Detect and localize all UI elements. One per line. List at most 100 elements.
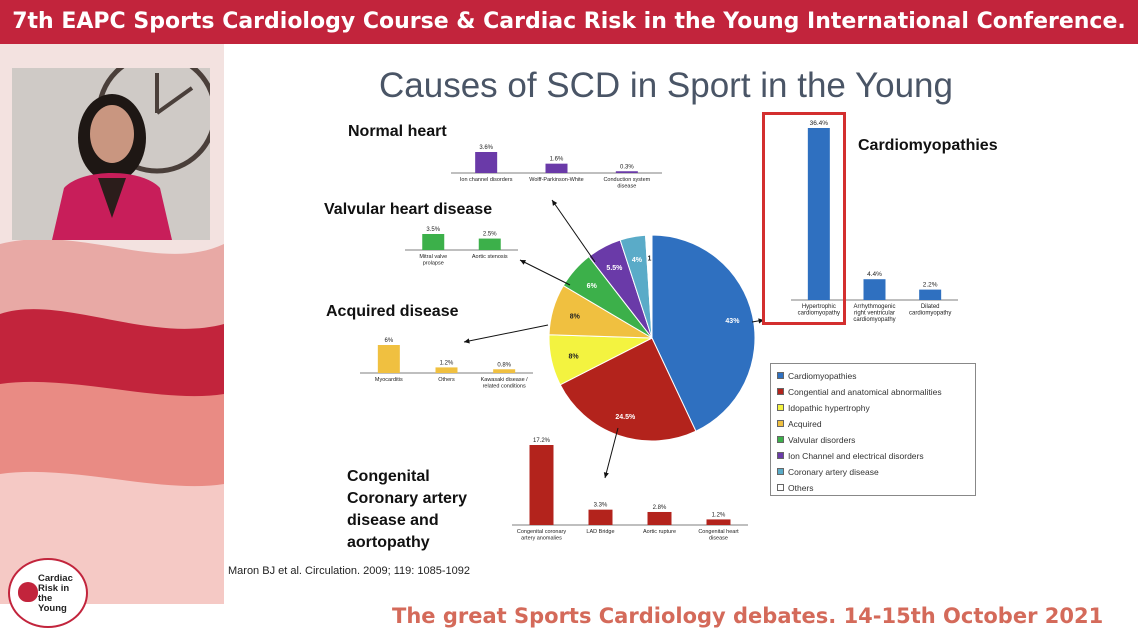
legend-swatch-cardiomyopathies: [777, 372, 784, 380]
pie-slice-congential-and-anatomical-abnormalities: [559, 337, 697, 442]
legend-label-others: Others: [788, 482, 814, 493]
legend-swatch-idopathic-hypertrophy: [777, 404, 784, 412]
pie-legend: Cardiomyopathies Congential and anatomica…: [770, 363, 976, 496]
legend-label-acquired: Acquired: [788, 418, 822, 429]
normal-bar-0: [475, 152, 498, 173]
valvular-bar-0: [422, 234, 445, 250]
legend-label-congential-and-anatomical-abnormalities: Congential and anatomical abnormalities: [788, 386, 942, 397]
legend-item-valvular-disorders: Valvular disorders: [777, 434, 855, 446]
pie-slice-others: [645, 234, 653, 339]
acquired-category-label-2-1: related conditions: [483, 384, 526, 390]
legend-item-ion-channel-and-electrical-disorders: Ion Channel and electrical disorders: [777, 450, 924, 462]
cardiomyopathies-heading: Cardiomyopathies: [858, 137, 998, 154]
legend-label-coronary-artery-disease: Coronary artery disease: [788, 466, 879, 477]
logo-line3: Young: [38, 603, 67, 614]
conference-banner: 7th EAPC Sports Cardiology Course & Card…: [0, 0, 1138, 44]
logo-text: Cardiac Risk in the Young: [38, 574, 86, 614]
acquired-category-label-2-0: Kawasaki disease /: [481, 377, 529, 383]
congenital-value-label-2: 2.8%: [653, 505, 667, 511]
normal-heart-heading: Normal heart: [348, 123, 447, 140]
legend-item-congential-and-anatomical-abnormalities: Congential and anatomical abnormalities: [777, 386, 942, 398]
congenital-category-label-0-1: artery anomalies: [521, 536, 562, 542]
cry-logo: Cardiac Risk in the Young: [8, 558, 88, 628]
valvular-heading: Valvular heart disease: [324, 201, 493, 218]
legend-swatch-valvular-disorders: [777, 436, 784, 444]
arrow-congenital-line: [604, 427, 619, 479]
speaker-image: [12, 68, 210, 240]
congenital-heading: Congenital Coronary artery disease and a…: [347, 466, 467, 554]
heart-icon: [18, 582, 38, 602]
valvular-value-label-1: 2.5%: [483, 232, 497, 238]
acquired-value-label-2: 0.8%: [497, 362, 511, 368]
pie-label-coronary-artery-disease: 4%: [632, 257, 643, 264]
legend-swatch-ion-channel-and-electrical-disorders: [777, 452, 784, 460]
cardiomyopathies-category-label-1-1: right ventricular: [854, 311, 895, 317]
pie-label-congential-and-anatomical-abnormalities: 24.5%: [615, 414, 636, 421]
slide-title: Causes of SCD in Sport in the Young: [379, 66, 953, 105]
congenital-bar-2: [647, 511, 672, 525]
valvular-value-label-0: 3.5%: [426, 227, 440, 233]
congenital-value-label-1: 3.3%: [594, 503, 608, 509]
legend-swatch-coronary-artery-disease: [777, 468, 784, 476]
arrow-congenital-head: [603, 472, 609, 478]
congenital-bar-3: [706, 519, 731, 525]
congenital-value-label-0: 17.2%: [533, 438, 551, 444]
congenital-category-label-1-0: LAD Bridge: [586, 529, 614, 535]
arrow-normal-head: [552, 200, 558, 206]
normal-category-label-2-1: disease: [617, 184, 636, 190]
legend-swatch-congential-and-anatomical-abnormalities: [777, 388, 784, 396]
normal-category-label-0-0: Ion channel disorders: [460, 177, 513, 183]
cardiomyopathies-category-label-0-0: Hypertrophic: [802, 304, 836, 310]
valvular-category-label-1-0: Aortic stenosis: [472, 254, 508, 260]
normal-value-label-0: 3.6%: [479, 145, 493, 151]
pie-slice-cardiomyopathies: [651, 234, 756, 432]
normal-bar-2: [615, 171, 638, 173]
logo-line1: Cardiac: [38, 573, 73, 584]
congenital-category-label-2-0: Aortic rupture: [643, 529, 676, 535]
cardiomyopathies-category-label-1-0: Arrhythmogenic: [853, 304, 895, 310]
normal-bar-1: [545, 163, 568, 173]
congenital-heading-line2: Coronary artery: [347, 490, 468, 507]
legend-item-others: Others: [777, 482, 814, 494]
legend-swatch-others: [777, 484, 784, 492]
footer-text: The great Sports Cardiology debates. 14-…: [392, 604, 1104, 628]
speaker-video: [12, 68, 210, 240]
pie-label-idopathic-hypertrophy: 8%: [569, 354, 580, 361]
arrow-valvular-line: [519, 259, 571, 286]
valvular-bar-1: [478, 238, 501, 250]
valvular-category-label-0-0: Mitral valve: [419, 254, 447, 260]
cardiomyopathies-category-label-0-1: cardiomyopathy: [798, 311, 840, 317]
normal-category-label-2-0: Conduction system: [603, 177, 650, 183]
congenital-heading-line3: disease and: [347, 512, 439, 529]
acquired-bar-0: [377, 345, 400, 373]
pie-label-others: 1: [648, 256, 652, 263]
arrow-acquired-line: [463, 324, 549, 343]
cardiomyopathies-category-label-1-2: cardiomyopathy: [853, 317, 895, 323]
normal-value-label-1: 1.6%: [550, 157, 564, 163]
arrow-normal-line: [551, 199, 596, 263]
legend-item-idopathic-hypertrophy: Idopathic hypertrophy: [777, 402, 870, 414]
logo-line2: Risk in the: [38, 583, 70, 604]
legend-label-idopathic-hypertrophy: Idopathic hypertrophy: [788, 402, 870, 413]
pie-label-valvular-disorders: 6%: [587, 283, 598, 290]
cardiomyopathies-bar-2: [919, 289, 942, 300]
acquired-category-label-1-0: Others: [438, 377, 455, 383]
arrow-valvular-head: [520, 260, 526, 265]
congenital-category-label-0-0: Congenital coronary: [517, 529, 566, 535]
legend-swatch-acquired: [777, 420, 784, 428]
legend-label-ion-channel-and-electrical-disorders: Ion Channel and electrical disorders: [788, 450, 924, 461]
pie-label-ion-channel-and-electrical-disorders: 5.5%: [606, 265, 623, 272]
congenital-value-label-3: 1.2%: [712, 512, 726, 518]
legend-item-coronary-artery-disease: Coronary artery disease: [777, 466, 879, 478]
congenital-heading-line1: Congenital: [347, 468, 430, 485]
legend-label-valvular-disorders: Valvular disorders: [788, 434, 856, 445]
hypertrophic-highlight-box: [762, 112, 846, 325]
congenital-bar-1: [588, 509, 613, 525]
normal-category-label-1-0: Wolff-Parkinson-White: [529, 177, 584, 183]
legend-label-cardiomyopathies: Cardiomyopathies: [788, 370, 857, 381]
acquired-bar-2: [493, 369, 516, 373]
legend-item-acquired: Acquired: [777, 418, 822, 430]
acquired-bar-1: [435, 367, 458, 373]
congenital-category-label-3-0: Congenital heart: [698, 529, 739, 535]
pie-label-cardiomyopathies: 43%: [725, 318, 740, 325]
